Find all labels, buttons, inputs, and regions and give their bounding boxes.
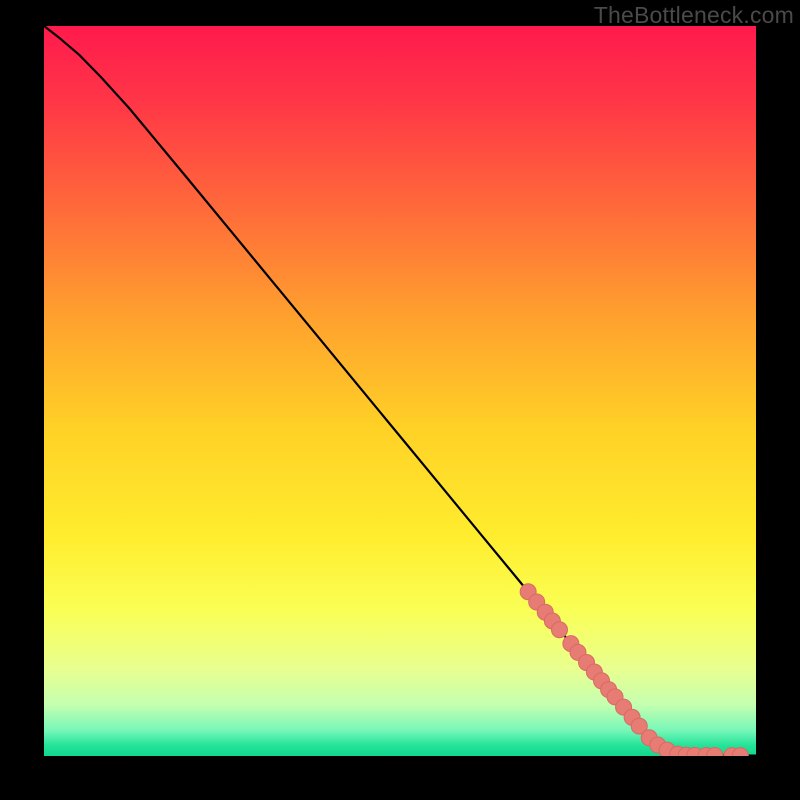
data-point-marker <box>551 622 567 638</box>
chart-plot-area <box>44 26 756 756</box>
chart-container: TheBottleneck.com <box>0 0 800 800</box>
watermark-text: TheBottleneck.com <box>594 2 794 29</box>
bottleneck-curve-chart <box>44 26 756 756</box>
